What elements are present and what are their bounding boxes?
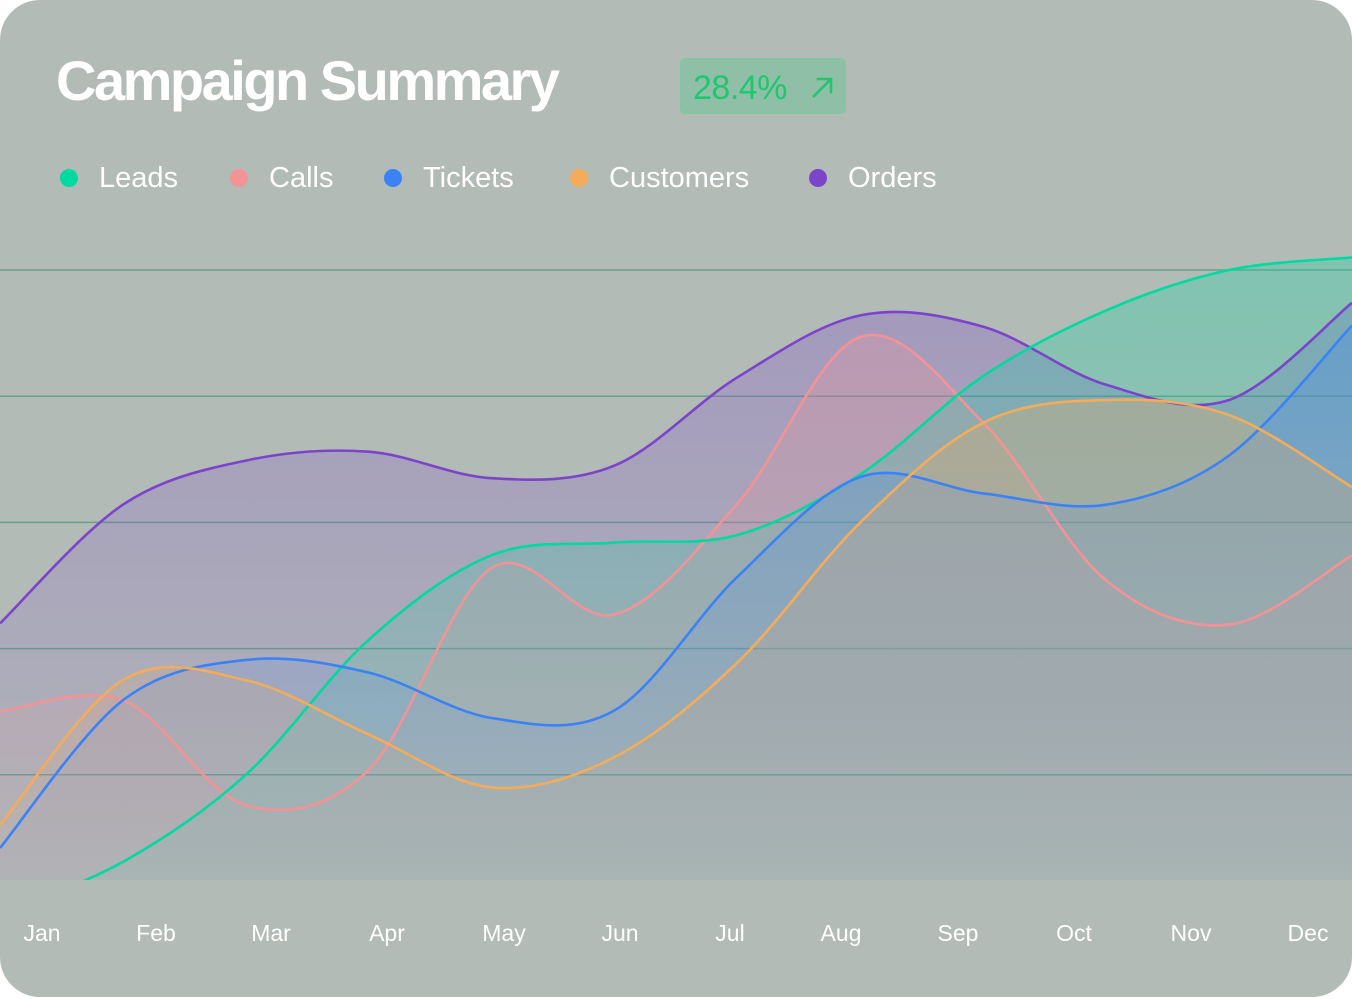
legend-dot	[384, 169, 402, 187]
growth-value: 28.4%	[693, 69, 787, 107]
legend-label: Orders	[848, 162, 937, 194]
x-tick-label: May	[482, 920, 526, 946]
x-tick-label: Jun	[601, 920, 638, 946]
line-calls	[0, 333, 1352, 812]
x-tick-label: Mar	[251, 920, 291, 946]
x-tick-label: Feb	[136, 920, 176, 946]
legend-dot	[230, 169, 248, 187]
x-tick-label: Aug	[821, 920, 862, 946]
legend-label: Calls	[269, 162, 334, 194]
legend-label: Customers	[609, 162, 750, 194]
line-tickets	[0, 324, 1352, 849]
line-leads	[82, 256, 1352, 880]
legend-label: Leads	[99, 162, 179, 194]
legend-item-leads[interactable]: Leads	[60, 158, 178, 198]
legend-label: Tickets	[423, 162, 514, 194]
x-tick-label: Nov	[1171, 920, 1212, 946]
x-tick-label: Jul	[715, 920, 744, 946]
growth-badge: 28.4%	[680, 58, 846, 114]
legend-dot	[570, 169, 588, 187]
line-orders	[0, 301, 1352, 625]
x-tick-label: Dec	[1288, 920, 1329, 946]
line-customers	[0, 398, 1352, 827]
x-tick-label: Oct	[1056, 920, 1092, 946]
legend-item-tickets[interactable]: Tickets	[384, 158, 514, 198]
legend-dot	[809, 169, 827, 187]
x-tick-label: Sep	[938, 920, 979, 946]
area-customers	[0, 399, 1352, 880]
legend-item-calls[interactable]: Calls	[230, 158, 333, 198]
x-tick-label: Jan	[23, 920, 60, 946]
series-areas	[0, 257, 1352, 880]
legend-dot	[60, 169, 78, 187]
x-axis-labels: Jan Feb Mar Apr May Jun Jul Aug Sep Oct Nov Dec	[23, 920, 1328, 946]
x-tick-label: Apr	[369, 920, 405, 946]
arrow-up-right-icon	[810, 74, 836, 100]
legend-item-orders[interactable]: Orders	[809, 158, 937, 198]
legend-item-customers[interactable]: Customers	[570, 158, 749, 198]
series-lines	[0, 256, 1352, 880]
page-title: Campaign Summary	[56, 49, 560, 112]
